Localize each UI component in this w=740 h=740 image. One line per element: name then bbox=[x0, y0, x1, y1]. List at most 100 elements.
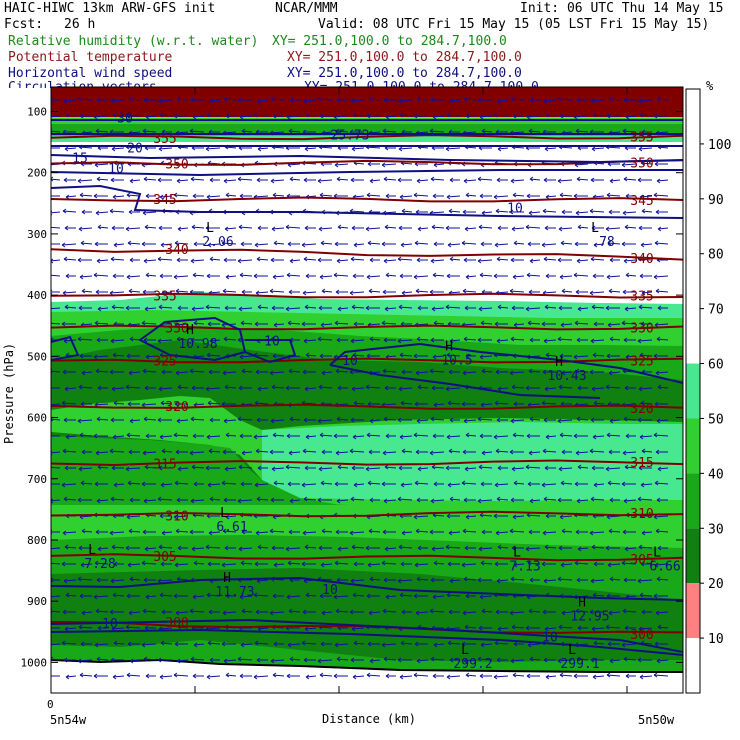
circulation-arrow bbox=[399, 352, 413, 358]
circulation-arrow bbox=[257, 544, 269, 550]
circulation-arrow bbox=[175, 449, 188, 455]
circulation-arrow bbox=[77, 658, 93, 664]
circulation-arrow bbox=[385, 193, 396, 199]
circulation-arrow bbox=[479, 272, 493, 278]
circulation-arrow bbox=[241, 368, 253, 374]
circulation-arrow bbox=[480, 481, 492, 487]
isentrope-line bbox=[51, 159, 683, 166]
circulation-arrow bbox=[513, 322, 525, 328]
circulation-arrow bbox=[575, 608, 589, 614]
circulation-arrow bbox=[529, 577, 540, 583]
circulation-arrow bbox=[191, 306, 205, 312]
isentrope-line bbox=[51, 196, 683, 203]
circulation-arrow bbox=[81, 288, 93, 294]
circulation-arrow bbox=[653, 274, 669, 280]
circulation-arrow bbox=[625, 433, 636, 439]
circulation-arrow bbox=[319, 353, 332, 359]
circulation-arrow bbox=[432, 272, 445, 278]
circulation-arrow bbox=[173, 593, 188, 599]
circulation-arrow bbox=[605, 624, 621, 630]
circulation-arrow bbox=[558, 545, 572, 551]
circulation-arrow bbox=[449, 256, 461, 262]
circulation-arrow bbox=[398, 304, 413, 310]
circulation-arrow bbox=[353, 640, 365, 646]
circulation-arrow bbox=[288, 368, 301, 374]
circulation-arrow bbox=[366, 672, 381, 678]
circulation-arrow bbox=[173, 274, 189, 280]
circulation-arrow bbox=[174, 562, 189, 568]
circulation-arrow bbox=[145, 114, 157, 120]
circulation-arrow bbox=[639, 434, 653, 440]
circulation-arrow bbox=[145, 354, 157, 360]
circulation-arrow bbox=[369, 576, 381, 582]
circulation-arrow bbox=[158, 225, 172, 231]
circulation-arrow bbox=[654, 161, 668, 167]
circulation-arrow bbox=[654, 480, 669, 486]
circulation-arrow bbox=[464, 624, 477, 630]
circulation-arrow bbox=[191, 464, 205, 470]
circulation-arrow bbox=[561, 288, 573, 294]
circulation-arrow bbox=[366, 113, 380, 119]
circulation-arrow bbox=[222, 528, 237, 534]
circulation-arrow bbox=[61, 321, 76, 327]
circulation-arrow bbox=[270, 257, 284, 263]
circulation-arrow bbox=[433, 481, 444, 487]
circulation-arrow bbox=[272, 274, 285, 280]
circulation-arrow bbox=[157, 177, 172, 183]
circulation-arrow bbox=[289, 176, 301, 182]
circulation-arrow bbox=[208, 448, 221, 454]
circulation-arrow bbox=[445, 465, 460, 471]
circulation-arrow bbox=[63, 177, 76, 183]
circulation-arrow bbox=[432, 673, 444, 679]
circulation-arrow bbox=[112, 434, 125, 440]
circulation-arrow bbox=[78, 305, 92, 311]
circulation-arrow bbox=[574, 560, 589, 566]
circulation-arrow bbox=[382, 529, 396, 535]
circulation-arrow bbox=[254, 640, 269, 646]
circulation-arrow bbox=[623, 498, 637, 504]
circulation-arrow bbox=[381, 320, 397, 326]
colorbar-segment bbox=[686, 89, 700, 144]
circulation-arrow bbox=[304, 544, 317, 550]
circulation-arrow bbox=[608, 209, 620, 215]
circulation-arrow bbox=[109, 448, 125, 454]
circulation-arrow bbox=[337, 385, 348, 391]
circulation-arrow bbox=[509, 528, 525, 534]
colorbar-tick-label: 80 bbox=[708, 248, 724, 263]
circulation-arrow bbox=[96, 337, 108, 343]
circulation-arrow bbox=[448, 208, 461, 214]
circulation-arrow bbox=[525, 385, 540, 391]
circulation-arrow bbox=[110, 98, 125, 104]
circulation-arrow bbox=[289, 498, 301, 504]
circulation-arrow bbox=[415, 528, 429, 534]
circulation-arrow bbox=[577, 306, 589, 312]
circulation-arrow bbox=[321, 449, 332, 455]
circulation-arrow bbox=[51, 387, 60, 389]
circulation-arrow bbox=[128, 528, 141, 534]
circulation-arrow bbox=[398, 465, 412, 471]
circulation-arrow bbox=[465, 113, 476, 119]
circulation-arrow bbox=[494, 561, 508, 567]
circulation-arrow bbox=[512, 192, 525, 198]
isentrope-label: 355 bbox=[630, 131, 653, 146]
circulation-arrow bbox=[97, 306, 109, 312]
y-tick-label: 200 bbox=[27, 167, 47, 180]
circulation-arrow bbox=[112, 352, 125, 358]
circulation-arrow bbox=[303, 496, 317, 502]
circulation-arrow bbox=[109, 369, 124, 375]
circulation-arrow bbox=[64, 465, 76, 471]
circulation-arrow bbox=[430, 577, 444, 583]
circulation-arrow bbox=[61, 482, 77, 488]
circulation-arrow bbox=[477, 258, 493, 264]
circulation-arrow bbox=[302, 609, 316, 615]
circulation-arrow bbox=[416, 178, 429, 184]
circulation-arrow bbox=[270, 96, 285, 102]
circulation-arrow bbox=[239, 673, 252, 679]
circulation-arrow bbox=[305, 352, 317, 358]
circulation-arrow bbox=[481, 529, 492, 535]
circulation-arrow bbox=[463, 497, 476, 503]
circulation-arrow bbox=[414, 401, 428, 407]
circulation-arrow bbox=[496, 338, 509, 344]
circulation-arrow bbox=[336, 176, 349, 182]
circulation-arrow bbox=[93, 114, 109, 120]
